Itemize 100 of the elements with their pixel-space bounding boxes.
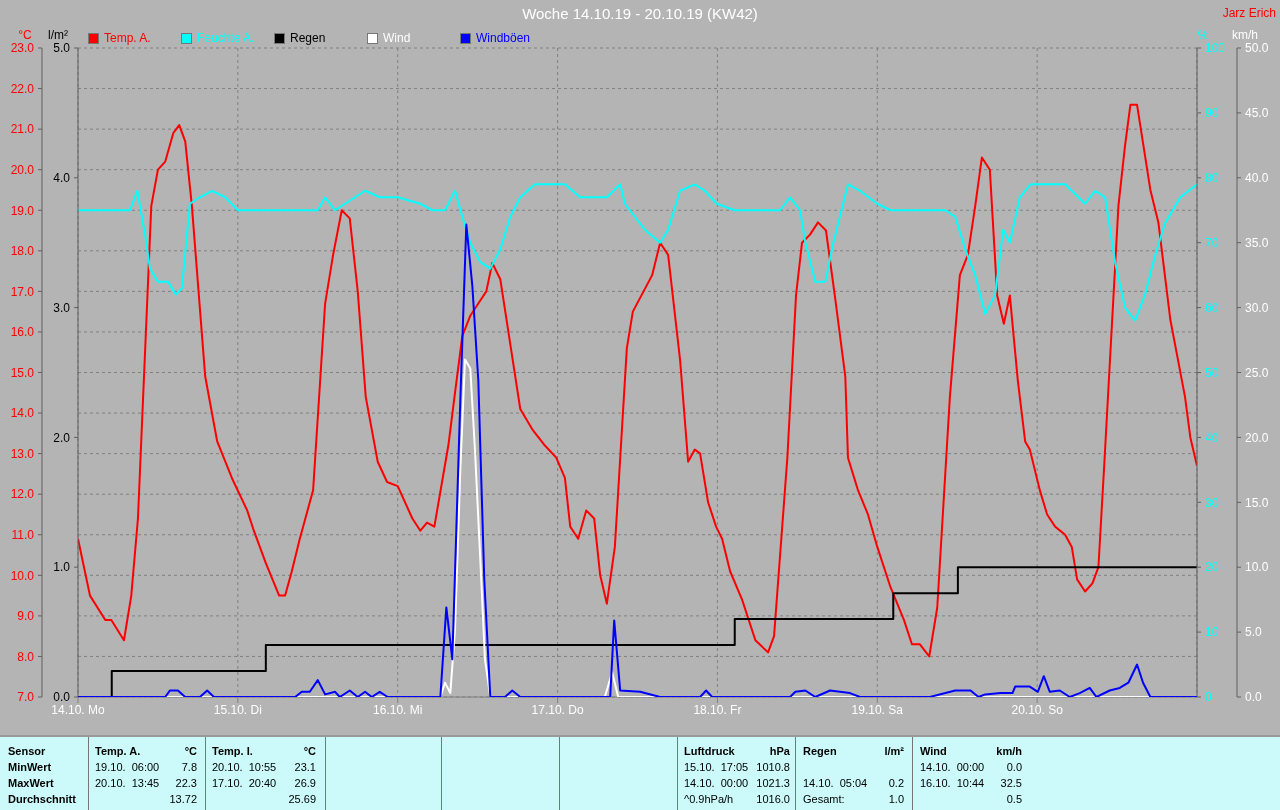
y-tick-label: 5.0: [1245, 625, 1263, 640]
x-tick-label: 19.10. Sa: [851, 702, 904, 717]
text: MinWert: [8, 761, 52, 773]
chart-title: Woche 14.10.19 - 20.10.19 (KW42): [522, 5, 758, 22]
y3-tick-label: 0: [1205, 690, 1212, 705]
y3-tick-label: 20: [1205, 560, 1219, 575]
text: 0.2: [888, 777, 904, 789]
text: Jarz Erich: [1222, 6, 1276, 20]
legend-label: Regen: [290, 31, 326, 45]
text: km/h: [996, 745, 1022, 757]
text: 1016.0: [756, 793, 790, 805]
y-tick-label: 7.0: [17, 690, 35, 705]
x-tick-label: 16.10. Mi: [373, 702, 423, 717]
text: Temp. A.: [95, 745, 141, 757]
y2-tick-label: 3.0: [53, 300, 71, 315]
y-tick-label: 40.0: [1245, 171, 1269, 186]
y-tick-label: 9.0: [17, 609, 35, 624]
text: 15.10. 17:05: [684, 761, 749, 773]
y3-tick-label: 70: [1205, 235, 1219, 250]
legend-label: Windböen: [476, 31, 531, 45]
y-tick-label: 15.0: [1245, 495, 1269, 510]
text: 14.10. 00:00: [920, 761, 985, 773]
text: °C: [184, 745, 197, 757]
text: 20.10. 10:55: [212, 761, 277, 773]
text: Regen: [803, 745, 837, 757]
legend-label: Feuchte A.: [197, 31, 255, 45]
y3-tick-label: 40: [1205, 430, 1219, 445]
text: 20.10. 13:45: [95, 777, 160, 789]
y-tick-label: 25.0: [1245, 365, 1269, 380]
y2-tick-label: 0.0: [53, 690, 71, 705]
text: 14.10. 00:00: [684, 777, 749, 789]
legend-label: Wind: [383, 31, 411, 45]
y-axis-title: °C: [18, 28, 32, 42]
text: ^0.9hPa/h: [684, 793, 734, 805]
text: Luftdruck: [684, 745, 735, 757]
text: 1.0: [888, 793, 904, 805]
text: 14.10. 05:04: [803, 777, 868, 789]
text: 7.8: [181, 761, 197, 773]
y2-axis-title: l/m²: [48, 28, 68, 42]
text: 32.5: [1000, 777, 1022, 789]
y2-tick-label: 2.0: [53, 430, 71, 445]
text: Durchschnitt: [8, 793, 76, 805]
text: 17.10. 20:40: [212, 777, 277, 789]
legend-label: Temp. A.: [104, 31, 151, 45]
text: 23.1: [294, 761, 316, 773]
y3-tick-label: 10: [1205, 625, 1219, 640]
y-tick-label: 10.0: [1245, 560, 1269, 575]
y3-tick-label: 80: [1205, 171, 1219, 186]
text: 1010.8: [756, 761, 790, 773]
y-tick-label: 12.0: [10, 487, 35, 502]
text: l/m²: [884, 745, 904, 757]
text: Gesamt:: [803, 793, 845, 805]
y3-tick-label: 50: [1205, 365, 1219, 380]
y-tick-label: 19.0: [10, 203, 35, 218]
y-tick-label: 11.0: [11, 528, 35, 543]
y-tick-label: 8.0: [17, 649, 35, 664]
text: 13.72: [169, 793, 197, 805]
y2-tick-label: 4.0: [53, 171, 71, 186]
y-tick-label: 14.0: [10, 406, 35, 421]
text: MaxWert: [8, 777, 54, 789]
y-tick-label: 18.0: [10, 244, 35, 259]
y-tick-label: 50.0: [1245, 41, 1269, 56]
text: 1021.3: [756, 777, 790, 789]
y3-axis-title: %: [1197, 28, 1209, 42]
y-tick-label: 30.0: [1245, 300, 1269, 315]
y2-tick-label: 1.0: [53, 560, 71, 575]
y-tick-label: 10.0: [10, 568, 35, 583]
y3-tick-label: 100: [1205, 41, 1226, 56]
x-tick-label: 15.10. Di: [213, 702, 262, 717]
y-tick-label: 45.0: [1245, 106, 1269, 121]
text: 19.10. 06:00: [95, 761, 160, 773]
text: 22.3: [175, 777, 197, 789]
y-tick-label: 22.0: [10, 81, 35, 96]
y-axis-title: km/h: [1231, 28, 1258, 42]
y3-tick-label: 60: [1205, 300, 1219, 315]
y-tick-label: 15.0: [10, 365, 35, 380]
text: °C: [303, 745, 316, 757]
y-tick-label: 35.0: [1245, 235, 1269, 250]
text: 16.10. 10:44: [920, 777, 985, 789]
x-tick-label: 18.10. Fr: [693, 702, 742, 717]
y2-tick-label: 5.0: [53, 41, 71, 56]
x-tick-label: 17.10. Do: [531, 702, 584, 717]
text: Temp. I.: [212, 745, 253, 757]
text: Wind: [920, 745, 947, 757]
text: Sensor: [8, 745, 46, 757]
text: 26.9: [294, 777, 316, 789]
y-tick-label: 23.0: [10, 41, 35, 56]
text: 25.69: [288, 793, 316, 805]
text: 0.0: [1006, 761, 1022, 773]
y3-tick-label: 30: [1205, 495, 1219, 510]
text: 0.5: [1006, 793, 1022, 805]
y-tick-label: 16.0: [10, 325, 35, 340]
x-tick-label: 14.10. Mo: [51, 702, 106, 717]
y-tick-label: 0.0: [1245, 690, 1263, 705]
y3-tick-label: 90: [1205, 106, 1219, 121]
y-tick-label: 20.0: [10, 162, 35, 177]
y-tick-label: 20.0: [1245, 430, 1269, 445]
y-tick-label: 21.0: [10, 122, 35, 137]
y-tick-label: 17.0: [10, 284, 35, 299]
text: hPa: [769, 745, 790, 757]
